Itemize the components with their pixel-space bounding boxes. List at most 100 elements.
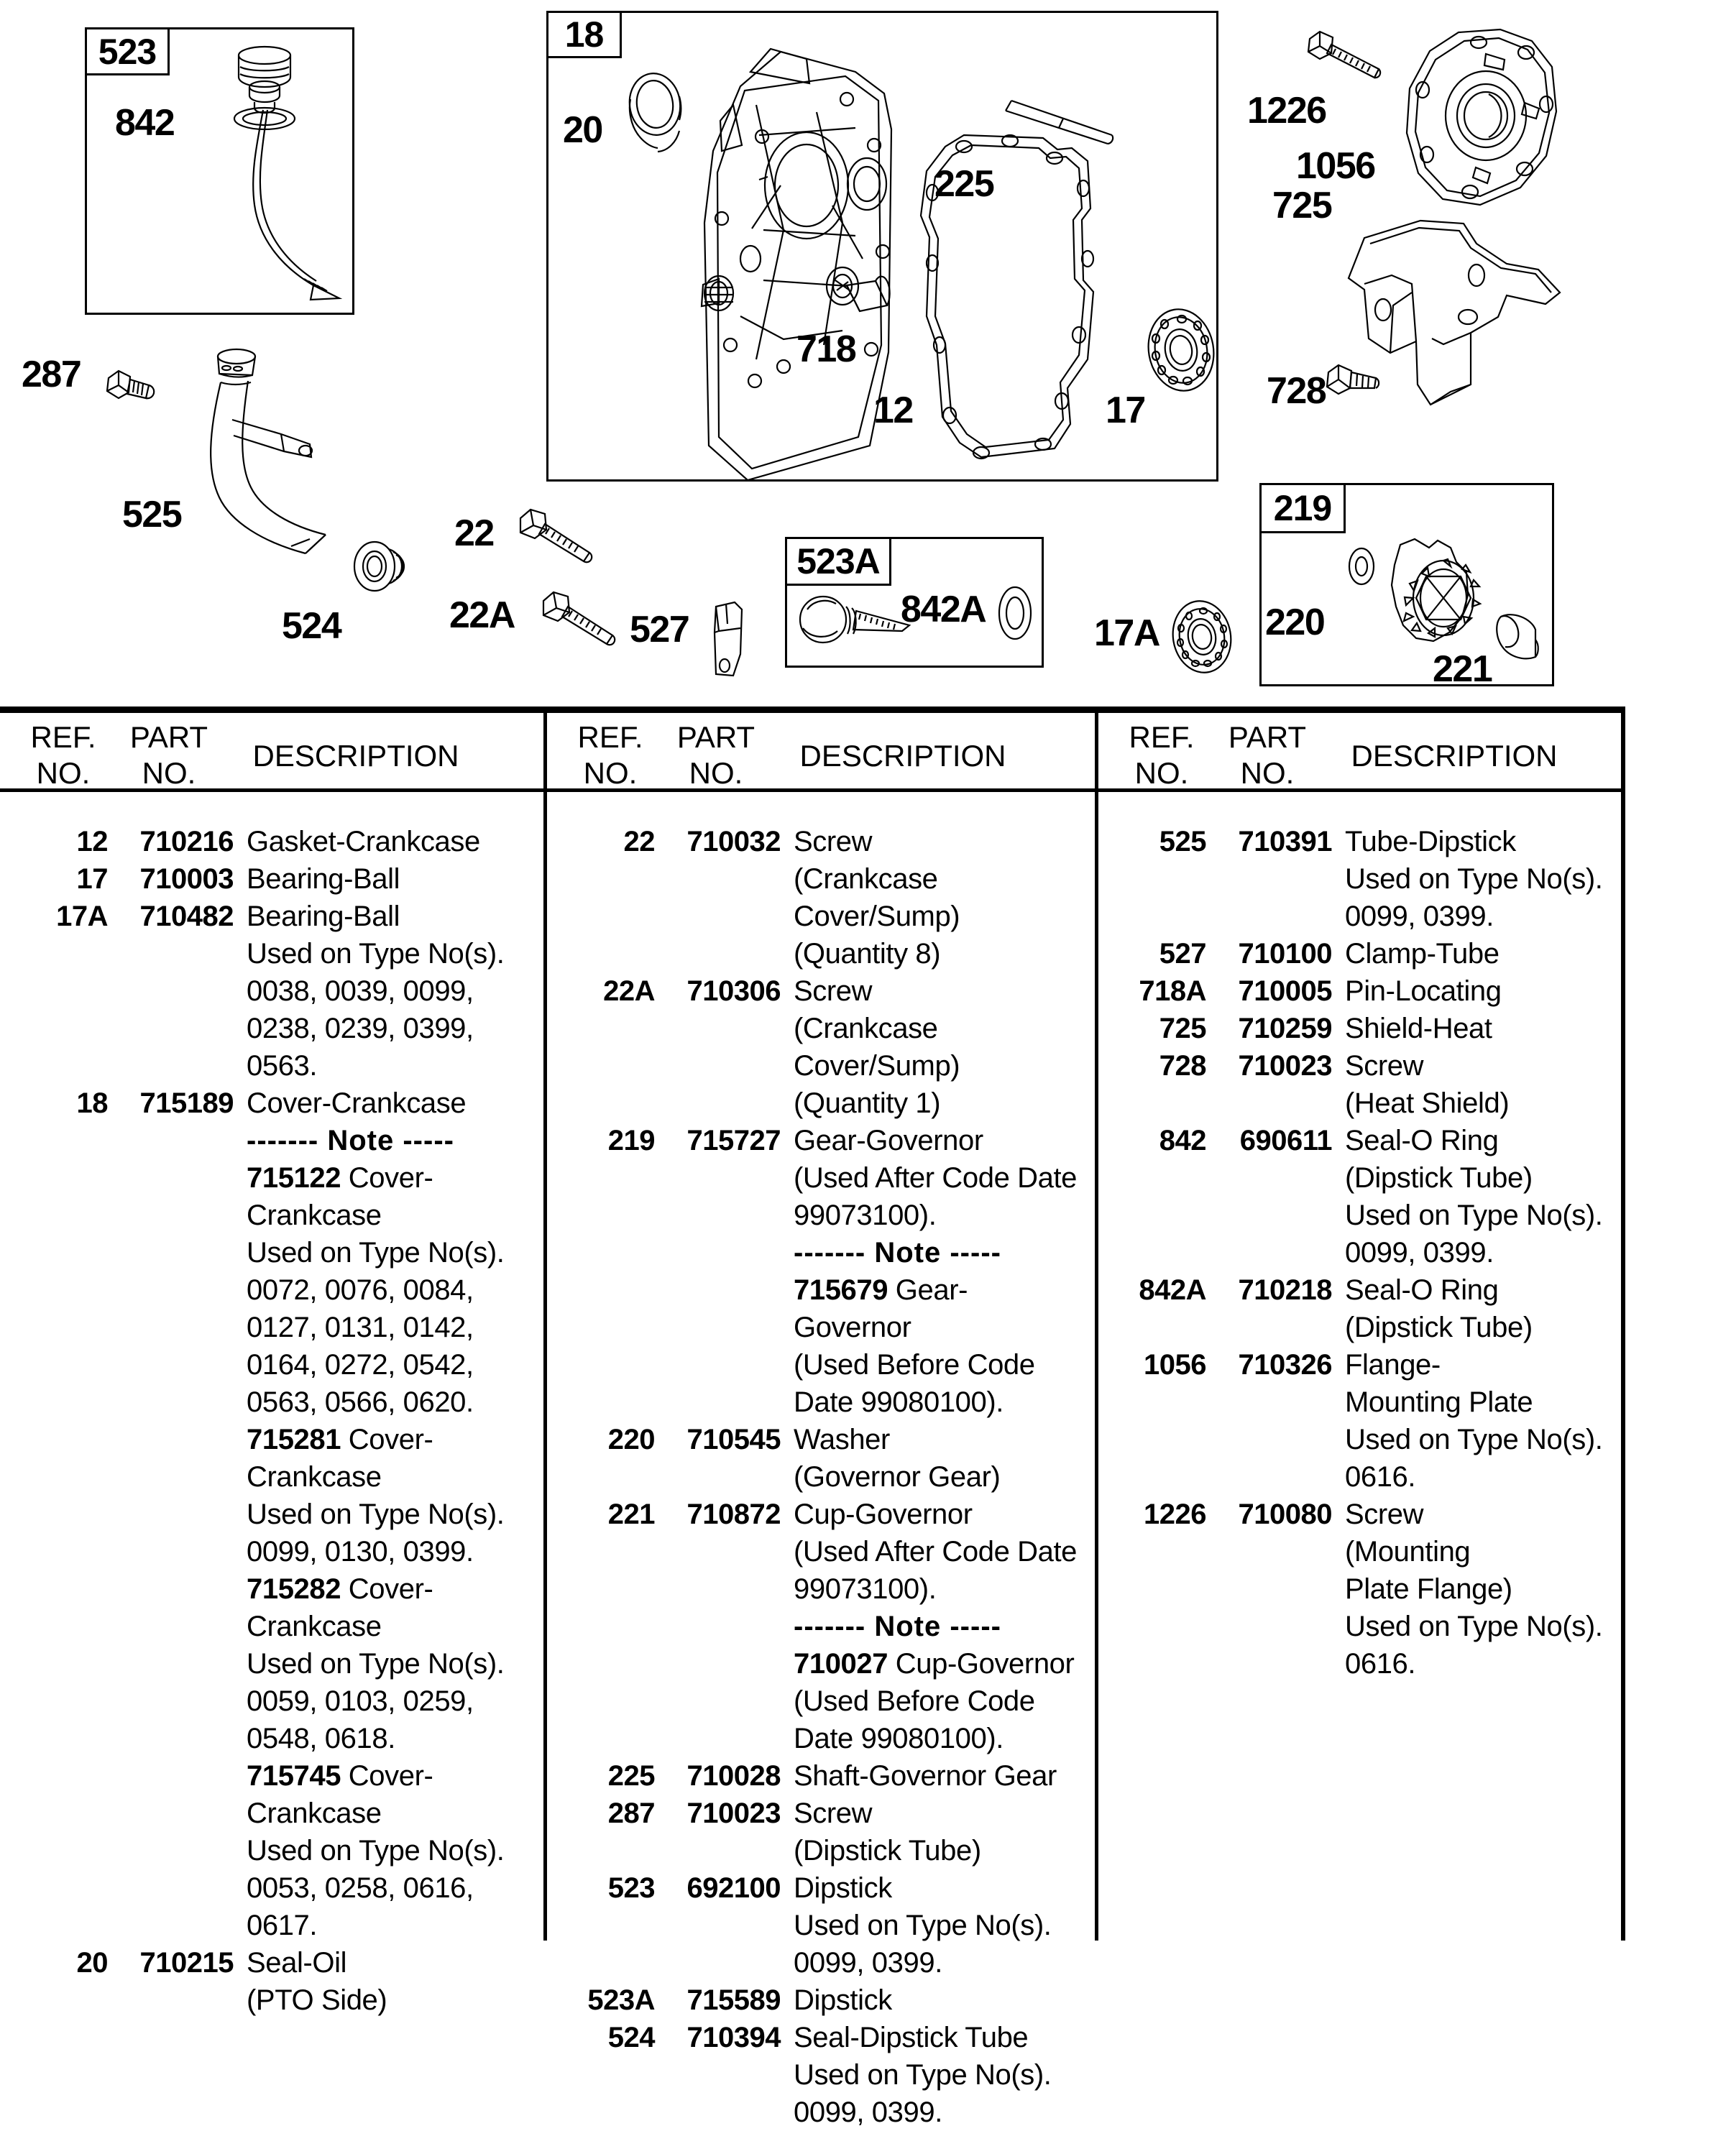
tube-dipstick-525-art	[176, 345, 413, 568]
table-row[interactable]: 728 710023 Screw (Heat Shield)	[1098, 1047, 1625, 1122]
description-line: Used on Type No(s).	[247, 1499, 505, 1530]
cell-description: Washer (Governor Gear)	[781, 1421, 1095, 1496]
table-row[interactable]: 287 710023 Screw (Dipstick Tube)	[547, 1795, 1095, 1869]
table-row[interactable]: 1056 710326 Flange- Mounting Plate Used on…	[1098, 1346, 1625, 1496]
description-line: (Dipstick Tube)	[1345, 1312, 1533, 1343]
description-line: Seal-Oil	[247, 1947, 347, 1979]
table-row[interactable]: 842A 710218 Seal-O Ring (Dipstick Tube)	[1098, 1271, 1625, 1346]
description-line: Shield-Heat	[1345, 1013, 1492, 1044]
callout-728: 728	[1267, 370, 1327, 412]
dipstick-523-box	[85, 27, 354, 315]
oil-seal-20-art	[623, 72, 687, 172]
callout-225: 225	[934, 163, 995, 205]
description-line: Cover/Sump)	[794, 1050, 960, 1082]
table-row[interactable]: 1226 710080 Screw (Mounting Plate Flange) U…	[1098, 1496, 1625, 1683]
cell-ref-no: 523	[607, 1872, 656, 1904]
header-ref-no-2: REF. NO.	[577, 720, 643, 790]
header-description-2: DESCRIPTION	[799, 739, 1006, 773]
dipstick-523a-art	[794, 588, 927, 660]
cell-ref-no: 527	[1159, 938, 1207, 970]
table-row[interactable]: 718A 710005 Pin-Locating	[1098, 972, 1625, 1010]
screw-728-art	[1323, 359, 1402, 410]
callout-22: 22	[454, 512, 495, 554]
cell-part-no: 710080	[1238, 1499, 1333, 1530]
inline-part-no: 715679	[794, 1274, 888, 1306]
parts-illustration: 523 842 18 20 225 718 12 17	[0, 0, 1736, 688]
header-rule-2	[543, 788, 1095, 792]
gear-governor-219-art	[1382, 532, 1497, 661]
callout-287: 287	[22, 354, 82, 395]
table-row[interactable]: 22A 710306 Screw (Crankcase Cover/Sump) (Qu…	[547, 972, 1095, 1122]
cell-description: Screw (Dipstick Tube)	[781, 1795, 1095, 1869]
description-line: Screw	[794, 975, 873, 1007]
table-row[interactable]: 523 692100 Dipstick Used on Type No(s). 00…	[547, 1869, 1095, 1982]
cup-governor-221-art	[1494, 609, 1544, 667]
cell-part-no: 692100	[686, 1872, 781, 1904]
cell-part-no: 710003	[139, 863, 234, 895]
bearing-ball-17a-art	[1165, 595, 1244, 681]
column-3-header: REF. NO. PART NO. DESCRIPTION	[1098, 707, 1625, 790]
cell-description: Gasket-Crankcase	[234, 823, 543, 860]
cell-ref-no: 1056	[1144, 1349, 1206, 1381]
column-3-rows: 525 710391 Tube-Dipstick Used on Type No(…	[1098, 823, 1625, 1683]
header-rule-1	[0, 788, 543, 792]
table-row[interactable]: 221 710872 Cup-Governor (Used After Code …	[547, 1496, 1095, 1757]
header-part-no-3: PART NO.	[1228, 720, 1307, 790]
table-row[interactable]: 725 710259 Shield-Heat	[1098, 1010, 1625, 1047]
description-line: Seal-O Ring	[1345, 1125, 1499, 1156]
cell-ref-no: 219	[607, 1125, 656, 1156]
callout-17a: 17A	[1094, 612, 1160, 654]
cell-ref-no: 287	[607, 1798, 656, 1829]
cell-description: Screw (Crankcase Cover/Sump) (Quantity 1)	[781, 972, 1095, 1122]
cell-part-no: 715589	[686, 1984, 781, 2016]
cell-ref-no: 22	[623, 826, 656, 857]
callout-20: 20	[563, 109, 603, 151]
description-line: Dipstick	[794, 1872, 892, 1904]
cell-description: Screw (Mounting Plate Flange) Used on Type …	[1332, 1496, 1625, 1683]
table-row[interactable]: 17A 710482 Bearing-Ball Used on Type No(s…	[0, 898, 543, 1085]
table-row[interactable]: 525 710391 Tube-Dipstick Used on Type No(…	[1098, 823, 1625, 935]
description-line: Flange-	[1345, 1349, 1441, 1381]
cell-ref-no: 12	[76, 826, 109, 857]
ref-tag-523a: 523A	[785, 537, 891, 586]
table-row[interactable]: 523A 715589 Dipstick	[547, 1982, 1095, 2019]
description-line: (Quantity 8)	[794, 938, 941, 970]
table-row[interactable]: 220 710545 Washer (Governor Gear)	[547, 1421, 1095, 1496]
table-row[interactable]: 12 710216 Gasket-Crankcase	[0, 823, 543, 860]
ref-tag-523: 523	[85, 27, 170, 75]
description-line: Cover/Sump)	[794, 901, 960, 932]
ref-tag-18: 18	[546, 11, 622, 58]
table-row[interactable]: 524 710394 Seal-Dipstick Tube Used on Typ…	[547, 2019, 1095, 2131]
table-row[interactable]: 22 710032 Screw (Crankcase Cover/Sump) (Qua…	[547, 823, 1095, 972]
description-line: (Used After Code Date	[794, 1162, 1078, 1194]
cell-description: Seal-O Ring (Dipstick Tube) Used on Type N…	[1332, 1122, 1625, 1271]
table-column-3: REF. NO. PART NO. DESCRIPTION 525 710391…	[1098, 707, 1625, 1680]
description-line: 0563, 0566, 0620.	[247, 1386, 474, 1418]
inline-part-no: 715281	[247, 1424, 341, 1455]
screw-22a-art	[538, 589, 631, 658]
callout-1056: 1056	[1296, 145, 1376, 187]
cell-description: Tube-Dipstick Used on Type No(s). 0099, 03…	[1332, 823, 1625, 935]
cell-ref-no: 524	[607, 2022, 656, 2053]
gasket-crankcase-12-art	[895, 129, 1111, 467]
cell-ref-no: 22A	[603, 975, 655, 1007]
cell-part-no: 710215	[139, 1947, 234, 1979]
callout-12: 12	[873, 390, 914, 431]
cell-ref-no: 842A	[1139, 1274, 1206, 1306]
description-line: ------- Note -----	[247, 1125, 454, 1156]
mounting-plate-flange-1056-art	[1398, 25, 1574, 216]
cell-part-no: 710023	[1238, 1050, 1333, 1082]
table-row[interactable]: 842 690611 Seal-O Ring (Dipstick Tube) Use…	[1098, 1122, 1625, 1271]
table-row[interactable]: 225 710028 Shaft-Governor Gear	[547, 1757, 1095, 1795]
screw-1226-art	[1303, 29, 1396, 93]
table-row[interactable]: 527 710100 Clamp-Tube	[1098, 935, 1625, 972]
cell-description: Clamp-Tube	[1332, 935, 1625, 972]
table-row[interactable]: 18 715189 Cover-Crankcase ------- Note --…	[0, 1085, 543, 1944]
table-row[interactable]: 20 710215 Seal-Oil (PTO Side)	[0, 1944, 543, 2019]
description-line: Date 99080100).	[794, 1386, 1004, 1418]
table-row[interactable]: 219 715727 Gear-Governor (Used After Code…	[547, 1122, 1095, 1421]
header-part-no-2: PART NO.	[676, 720, 756, 790]
table-row[interactable]: 17 710003 Bearing-Ball	[0, 860, 543, 898]
description-line: Governor	[794, 1312, 911, 1343]
description-line: Crankcase	[247, 1461, 382, 1493]
